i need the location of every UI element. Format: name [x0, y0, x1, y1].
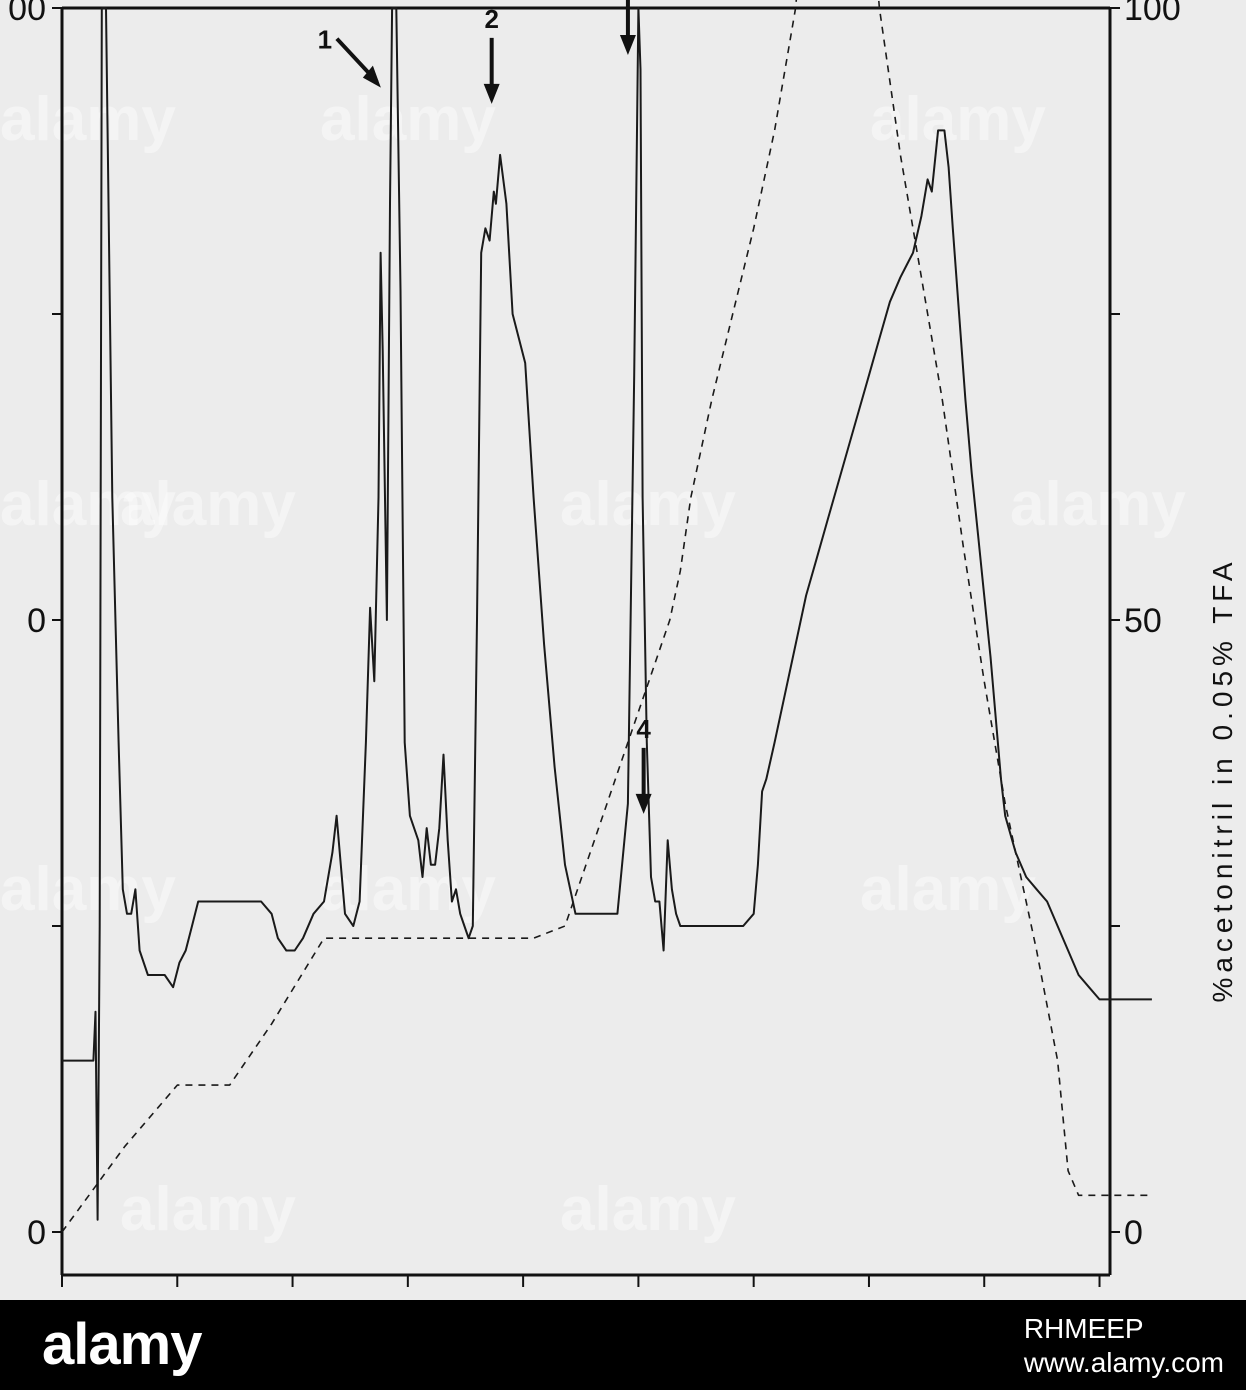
watermark-text: alamy [0, 85, 176, 154]
absorbance-trace-line [62, 7, 1152, 1221]
watermark-text: alamy [860, 855, 1036, 924]
watermark-text: alamy [0, 855, 176, 924]
watermark-text: alamy [120, 1175, 296, 1244]
right-tick-label: 50 [1124, 602, 1162, 640]
peak-arrow-head [635, 793, 652, 814]
watermark-text: alamy [560, 470, 736, 539]
footer-bar: alamy RHMEEP www.alamy.com [0, 1300, 1246, 1390]
watermark-text: alamy [560, 1175, 736, 1244]
peak-label: 1 [318, 25, 332, 55]
chromatogram-chart: alamy alamy alamy alamy alamy alamy alamy alamy… [0, 0, 1238, 1287]
alamy-logo: alamy [42, 1312, 202, 1377]
right-axis-label: %acetonitril in 0.05% TFA [1207, 557, 1238, 1002]
gradient-dashed-line [61, 0, 1152, 1233]
watermark-text: alamy [870, 85, 1046, 154]
site-url: www.alamy.com [1023, 1347, 1224, 1378]
watermark-text: alamy [320, 85, 496, 154]
peak-label: 2 [484, 4, 498, 34]
peak-arrow-head [619, 34, 636, 55]
image-id: RHMEEP [1023, 1313, 1144, 1344]
watermark-text: alamy [120, 470, 296, 539]
peak-arrow-head [362, 65, 381, 88]
watermark-text: alamy [0, 470, 176, 539]
watermark-text: alamy [320, 855, 496, 924]
peak-label: 4 [636, 714, 651, 744]
right-tick-label: 100 [1124, 0, 1181, 28]
left-tick-label: 0 [27, 1214, 46, 1252]
watermark-text: alamy [1010, 470, 1186, 539]
left-tick-label: 0 [27, 602, 46, 640]
right-tick-label: 0 [1124, 1214, 1143, 1252]
footer-info: RHMEEP www.alamy.com [1024, 1312, 1224, 1380]
left-tick-label: 00 [8, 0, 46, 28]
peak-arrow-head [483, 83, 500, 104]
